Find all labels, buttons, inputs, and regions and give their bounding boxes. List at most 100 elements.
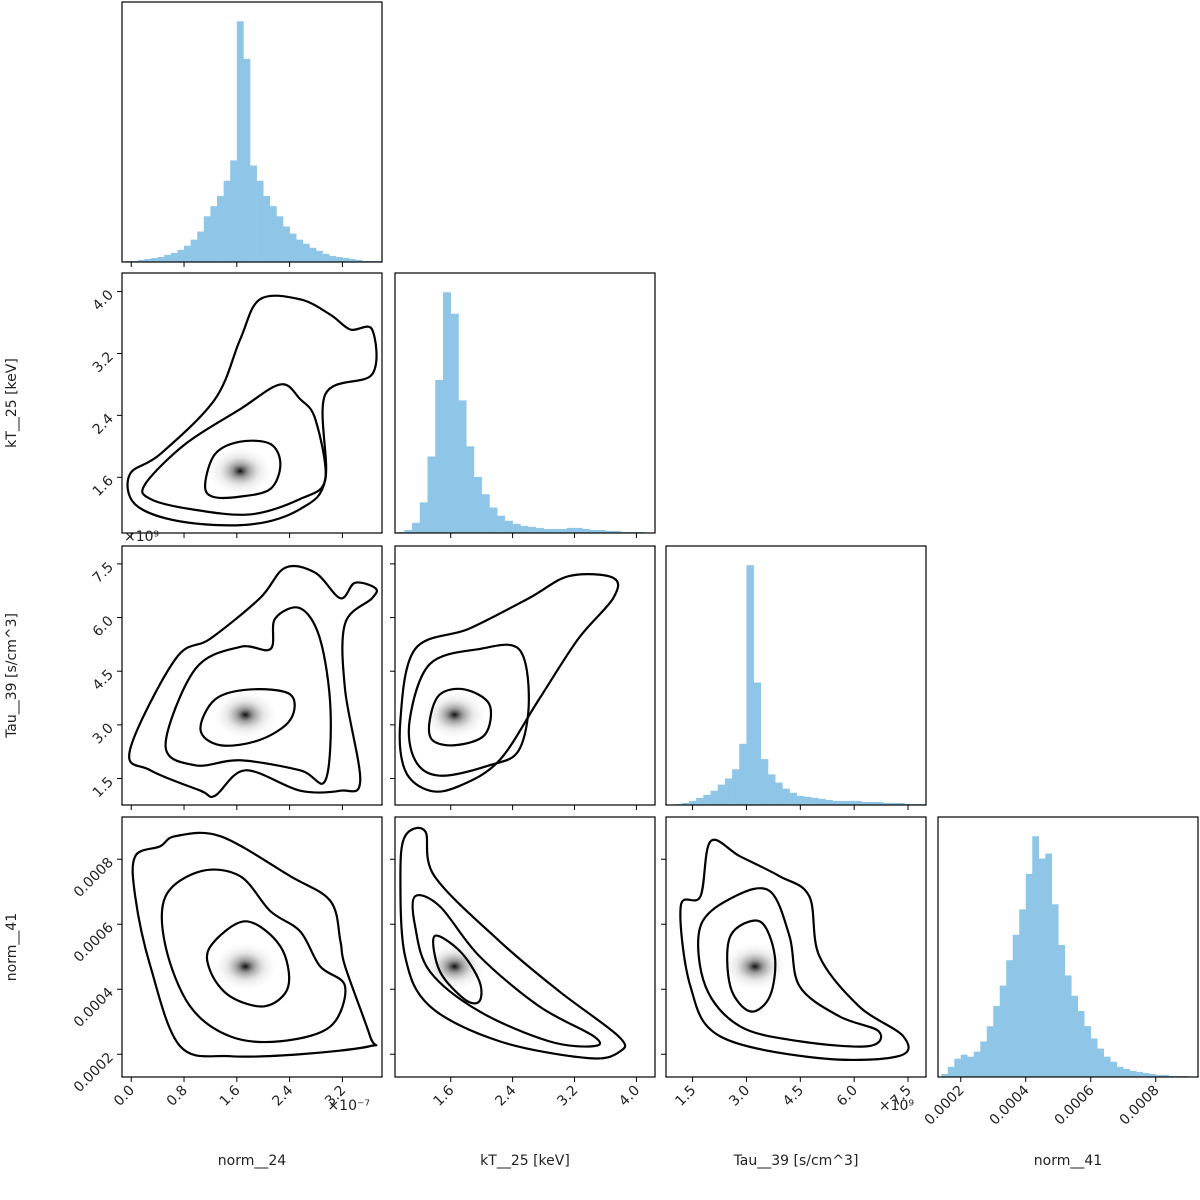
panel-frame: [394, 816, 656, 1078]
hist-bar: [897, 802, 905, 805]
hist-bar: [230, 160, 238, 262]
hist-bar: [559, 528, 568, 533]
hist-bar: [184, 245, 191, 262]
hist-bar: [1071, 995, 1079, 1077]
hist-bar: [283, 226, 290, 262]
hist-bar: [753, 682, 762, 805]
x-tick-label: 2.4: [492, 1082, 519, 1109]
hist-bar: [999, 985, 1007, 1077]
hist-bar: [551, 528, 560, 533]
hist-bar: [458, 400, 467, 533]
hist-bar: [1123, 1068, 1131, 1077]
hist-bar: [1129, 1070, 1137, 1077]
y-tick-label: 0.0006: [71, 920, 117, 966]
hist-bar: [868, 801, 877, 805]
hist-bar: [504, 520, 513, 533]
hist-bar: [775, 782, 783, 805]
x-tick-label: 6.0: [834, 1083, 861, 1110]
hist-bar: [796, 795, 805, 805]
hist-bar: [520, 525, 529, 533]
hist-bar: [144, 258, 152, 262]
hist-bar: [703, 794, 711, 805]
hist-bar: [789, 792, 798, 805]
hist-bar: [688, 800, 697, 805]
hist-bar: [1110, 1061, 1118, 1077]
x-axis-label: norm__41: [1034, 1153, 1102, 1169]
x-tick-label: 0.0006: [1052, 1082, 1098, 1128]
x-tick-label: 0.0002: [922, 1083, 968, 1129]
panel-frame: [937, 816, 1199, 1078]
density-peak: [422, 942, 487, 991]
hist-bar: [696, 797, 704, 805]
hist-bar: [993, 1005, 1001, 1077]
density-peak: [208, 447, 273, 496]
hist-bar: [1012, 934, 1020, 1077]
hist-bar: [355, 259, 363, 262]
hist-bar: [1084, 1026, 1092, 1077]
hist-bar: [832, 800, 841, 805]
hist-bar: [512, 523, 521, 533]
hist-bar: [256, 180, 264, 262]
hist-bar: [767, 774, 776, 805]
density-peak: [422, 690, 487, 739]
hist-bar: [296, 239, 304, 262]
hist-bar: [157, 256, 165, 262]
hist-bar: [1058, 944, 1066, 1077]
hist-bar: [497, 515, 506, 533]
hist-bar: [442, 292, 452, 533]
y-tick-label: 4.5: [90, 667, 117, 694]
hist-bar: [681, 802, 690, 805]
contour: [160, 868, 347, 1044]
hist-bar: [1051, 904, 1059, 1077]
y-axis-label: Tau__39 [s/cm^3]: [4, 613, 20, 739]
x-tick-label: 1.6: [430, 1082, 457, 1109]
hist-bar: [890, 802, 898, 805]
contour: [131, 831, 378, 1058]
hist-bar: [543, 528, 552, 533]
hist-bar: [302, 243, 310, 262]
hist-bar: [1155, 1074, 1163, 1077]
hist-bar: [574, 527, 583, 533]
y-tick-label: 2.4: [90, 411, 117, 438]
contour: [399, 826, 627, 1060]
x-axis-label: kT__25 [keV]: [480, 1153, 570, 1169]
x-tick-label: 0.0004: [987, 1082, 1033, 1128]
y-tick-label: 7.5: [90, 559, 117, 586]
hist-bar: [947, 1066, 955, 1077]
hist-bar: [1019, 909, 1027, 1077]
y-offset-label: ×10⁹: [124, 529, 160, 545]
hist-bar: [489, 507, 498, 533]
hist-bar: [724, 778, 733, 805]
hist-bar: [732, 769, 740, 805]
hist-bar: [170, 252, 178, 262]
hist-bar: [803, 796, 812, 805]
x-tick-label: 3.2: [554, 1083, 581, 1110]
hist-bar: [473, 476, 482, 533]
hist-bar: [613, 530, 622, 533]
hist-bar: [882, 802, 891, 805]
panel-frame: [121, 816, 383, 1078]
hist-bar: [739, 743, 747, 805]
hist-bar: [203, 216, 211, 262]
contour: [164, 606, 332, 785]
hist-bar: [276, 216, 284, 262]
hist-bar: [535, 527, 544, 533]
panel-frame: [665, 816, 927, 1078]
hist-bar: [1097, 1048, 1105, 1077]
y-tick-label: 1.5: [90, 774, 117, 801]
x-tick-label: 4.5: [780, 1083, 807, 1110]
y-axis-label: norm__41: [4, 913, 20, 981]
hist-bar: [177, 249, 185, 262]
hist-bar: [861, 801, 869, 805]
hist-bar: [481, 494, 490, 533]
y-tick-label: 4.0: [90, 287, 117, 314]
hist-bar: [1025, 873, 1033, 1077]
hist-bar: [243, 58, 251, 262]
hist-bar: [349, 258, 356, 262]
hist-bar: [137, 259, 145, 262]
hist-bar: [263, 195, 271, 262]
hist-bar: [980, 1041, 988, 1077]
hist-bar: [1006, 960, 1014, 1077]
hist-bar: [1116, 1066, 1124, 1077]
